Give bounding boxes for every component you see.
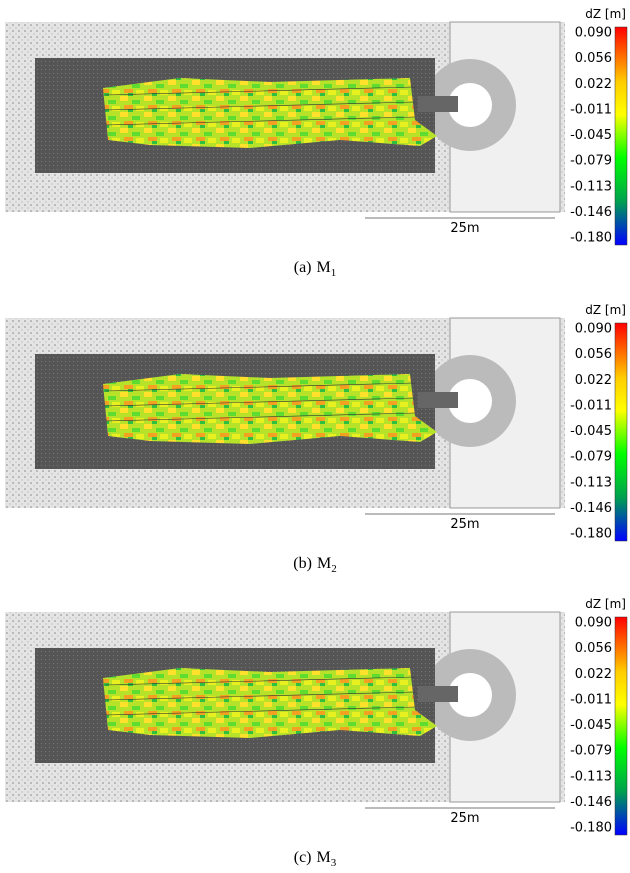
colorbar-tick: 0.022 [575,373,612,388]
caption-name: M [317,259,331,276]
deviation-map [103,668,437,738]
colorbar-tick: -0.045 [570,424,612,439]
panel: 25m dZ [m] 0.090 0.056 0.022 -0.011 -0.045 -0.0… [5,597,627,869]
colorbar-tick: 0.022 [575,667,612,682]
colorbar-tick: -0.113 [570,179,612,194]
colorbar-tick: -0.011 [570,102,612,117]
colorbar-tick: 0.090 [575,322,612,337]
colorbar-tick: 0.056 [575,51,612,66]
colorbar-tick: -0.011 [570,398,612,413]
caption: (b) M2 [293,555,336,575]
colorbar-tick: -0.180 [570,527,612,542]
colorbar-title: dZ [m] [585,7,626,21]
colorbar-tick: -0.079 [570,154,612,169]
colorbar-tick: -0.113 [570,475,612,490]
caption-subscript: 2 [331,563,337,575]
scale-label: 25m [450,221,479,236]
scale-label: 25m [450,811,479,826]
road-stub [418,686,458,702]
colorbar-tick: -0.079 [570,744,612,759]
panel: 25m dZ [m] 0.090 0.056 0.022 -0.011 -0.045 -0.0… [5,303,627,575]
colorbar-tick: -0.180 [570,821,612,836]
colorbar-tick: -0.146 [570,205,612,220]
colorbar-tick: -0.079 [570,450,612,465]
colorbar [615,617,627,835]
caption-name: M [317,849,331,866]
colorbar-tick: -0.146 [570,795,612,810]
caption-label: (b) [293,555,312,572]
colorbar-tick: 0.090 [575,616,612,631]
figure: 25m dZ [m] 0.090 0.056 0.022 -0.011 -0.045 -0.0… [0,0,630,873]
caption-name: M [317,555,331,572]
caption: (a) M1 [294,259,337,279]
colorbar-tick: -0.045 [570,718,612,733]
panel: 25m dZ [m] 0.090 0.056 0.022 -0.011 -0.045 -0.0… [5,7,627,279]
colorbar-tick: -0.113 [570,769,612,784]
colorbar-title: dZ [m] [585,597,626,611]
colorbar-tick: -0.011 [570,692,612,707]
deviation-map [103,374,437,444]
colorbar-tick: -0.045 [570,128,612,143]
caption-subscript: 3 [331,857,337,869]
colorbar [615,27,627,245]
colorbar [615,323,627,541]
deviation-map [103,78,437,148]
colorbar-tick: -0.180 [570,231,612,246]
colorbar-tick: 0.090 [575,26,612,41]
caption-label: (a) [294,259,312,276]
colorbar-title: dZ [m] [585,303,626,317]
colorbar-tick: 0.056 [575,347,612,362]
caption-subscript: 1 [331,267,337,279]
colorbar-tick: 0.056 [575,641,612,656]
road-stub [418,96,458,112]
caption: (c) M3 [294,849,337,869]
road-stub [418,392,458,408]
caption-label: (c) [294,849,312,866]
colorbar-tick: -0.146 [570,501,612,516]
colorbar-tick: 0.022 [575,77,612,92]
scale-label: 25m [450,517,479,532]
